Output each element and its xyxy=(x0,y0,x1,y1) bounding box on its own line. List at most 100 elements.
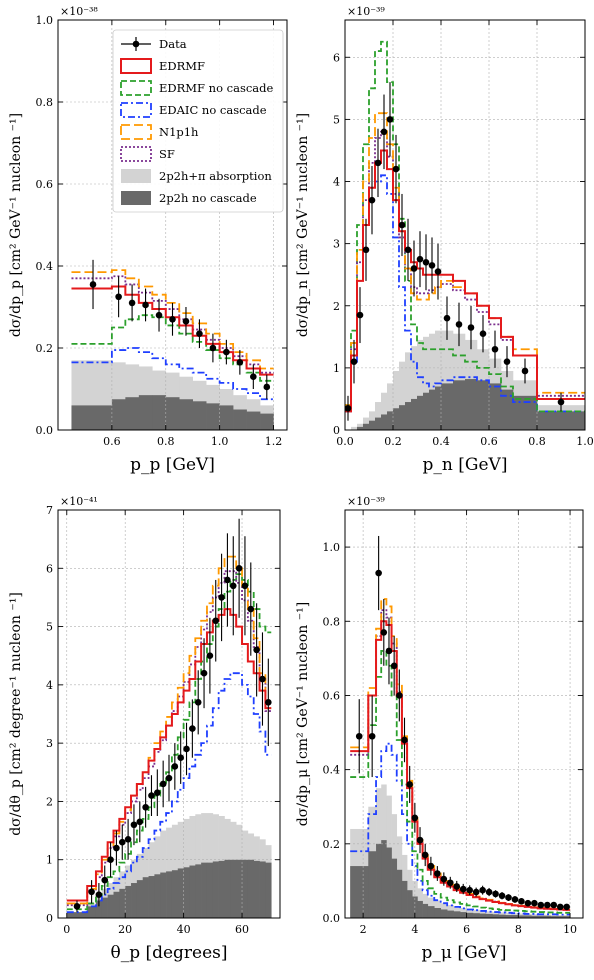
bar-nc2p2h xyxy=(505,915,513,918)
legend-label: EDAIC no cascade xyxy=(159,103,267,117)
data-point xyxy=(421,851,429,859)
y-tick-label: 6 xyxy=(46,562,53,575)
y-tick-label: 3 xyxy=(46,737,53,750)
bar-nc2p2h xyxy=(513,395,538,430)
x-tick-label: 8 xyxy=(515,923,522,936)
bar-nc2p2h xyxy=(350,866,369,918)
legend-handle-point xyxy=(132,40,140,48)
bar-nc2p2h xyxy=(435,386,442,430)
data-point xyxy=(148,792,155,799)
bar-nc2p2h xyxy=(407,890,413,918)
data-point xyxy=(375,569,382,577)
data-point xyxy=(467,324,475,331)
data-point xyxy=(209,344,217,352)
bar-nc2p2h xyxy=(417,395,424,430)
data-point xyxy=(498,892,506,900)
data-point xyxy=(411,814,419,822)
y-axis-label: dσ/dθ_p [cm² degree⁻¹ nucleon ⁻¹] xyxy=(8,592,24,836)
data-point xyxy=(380,128,388,136)
bar-nc2p2h xyxy=(148,876,155,918)
data-point xyxy=(247,605,255,613)
data-point xyxy=(492,890,499,898)
bar-nc2p2h xyxy=(537,411,585,430)
bar-nc2p2h xyxy=(165,397,180,430)
data-point xyxy=(95,891,103,898)
bar-nc2p2h xyxy=(260,413,274,430)
bar-nc2p2h xyxy=(498,914,506,918)
legend-handle xyxy=(120,58,152,74)
series-line-edrmf xyxy=(350,620,571,911)
bar-nc2p2h xyxy=(489,383,502,430)
legend-entry-abs: 2p2h+π absorption xyxy=(121,169,272,183)
y-tick-label: 4 xyxy=(333,176,340,189)
data-point xyxy=(398,221,406,229)
y-tick-label: 0 xyxy=(333,424,340,437)
data-point xyxy=(235,564,243,572)
data-point xyxy=(518,898,525,905)
x-tick-label: 0.8 xyxy=(157,435,175,448)
data-point xyxy=(253,646,260,654)
bar-nc2p2h xyxy=(401,880,408,918)
data-point xyxy=(434,870,441,877)
bar-nc2p2h xyxy=(152,395,167,430)
data-point xyxy=(396,692,403,699)
x-tick-label: 1.2 xyxy=(265,435,283,448)
bar-nc2p2h xyxy=(177,868,184,918)
series-line-edrmf_nc xyxy=(345,40,585,413)
data-point xyxy=(155,311,163,319)
data-point xyxy=(355,732,363,740)
bar-nc2p2h xyxy=(230,859,237,918)
data-points xyxy=(344,82,565,421)
y-tick-label: 2 xyxy=(46,795,53,808)
x-tick-label: 4 xyxy=(411,923,418,936)
data-point xyxy=(142,301,149,309)
data-point xyxy=(88,888,95,896)
bar-nc2p2h xyxy=(485,913,493,918)
bar-nc2p2h xyxy=(477,380,490,430)
bar-nc2p2h xyxy=(399,405,406,430)
y-tick-label: 0.4 xyxy=(36,260,54,273)
bar-nc2p2h xyxy=(189,865,196,918)
data-point xyxy=(154,789,161,796)
ticks: 0.6 0.8 1.0 1.2 0.0 0.2 0.4 0.6 0.8 1.0 xyxy=(36,14,287,448)
data-point xyxy=(250,373,257,381)
bar-nc2p2h xyxy=(423,392,430,430)
bar-nc2p2h xyxy=(479,913,487,918)
data-point xyxy=(422,258,430,266)
data-point xyxy=(142,803,149,811)
data-point xyxy=(557,398,565,406)
ticks: 2 4 6 8 10 0.0 0.2 0.4 0.6 0.8 1.0 xyxy=(323,510,583,936)
data-point xyxy=(73,903,81,910)
bar-nc2p2h xyxy=(429,389,436,430)
data-point xyxy=(455,321,463,328)
ticks: 0.0 0.2 0.4 0.6 0.8 1.0 0 1 2 3 4 5 6 xyxy=(333,20,594,448)
bar-nc2p2h xyxy=(405,402,412,430)
data-point xyxy=(362,246,370,254)
data-point xyxy=(224,576,231,584)
bar-nc2p2h xyxy=(453,911,461,918)
y-axis-label: dσ/dp_μ [cm² GeV⁻¹ nucleon ⁻¹] xyxy=(295,602,311,826)
legend-label: EDRMF xyxy=(159,59,205,73)
data-point xyxy=(212,617,220,625)
bar-abs xyxy=(435,330,442,430)
legend: Data EDRMF EDRMF no cascade EDAIC no cascad… xyxy=(112,29,284,213)
data-point xyxy=(479,886,486,894)
legend-handle xyxy=(120,102,152,118)
legend-label: 2p2h no cascade xyxy=(159,191,257,205)
data-point xyxy=(356,311,364,319)
bar-nc2p2h xyxy=(236,859,243,918)
data-point xyxy=(265,699,272,706)
series-line-n1p1h xyxy=(345,112,585,407)
y-multiplier: ×10⁻³⁹ xyxy=(347,495,385,508)
data-point xyxy=(177,754,184,762)
bar-nc2p2h xyxy=(142,877,149,918)
x-tick-label: 0.8 xyxy=(528,435,546,448)
bar-nc2p2h xyxy=(111,399,126,430)
bar-nc2p2h xyxy=(537,915,545,918)
bar-nc2p2h xyxy=(131,883,138,918)
legend-box xyxy=(112,29,284,213)
bar-nc2p2h xyxy=(375,417,382,430)
bar-nc2p2h xyxy=(253,860,260,918)
bar-nc2p2h xyxy=(447,910,454,918)
x-tick-label: 60 xyxy=(235,923,249,936)
